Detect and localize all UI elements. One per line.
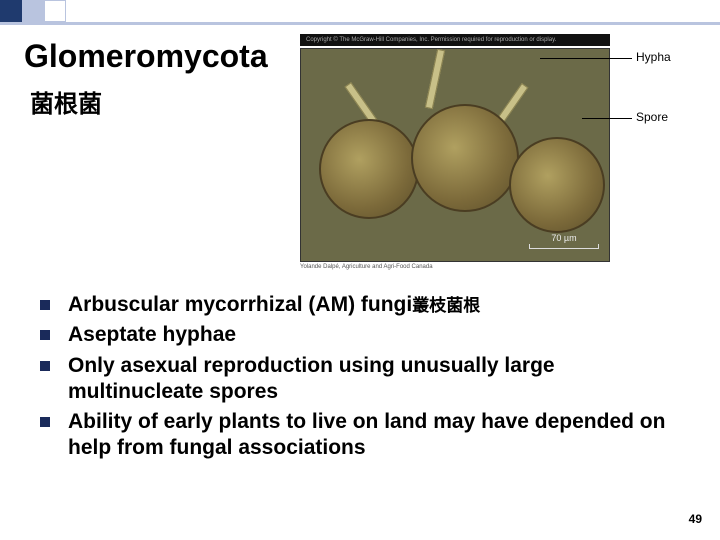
leader-hypha <box>540 58 632 59</box>
bullet-marker <box>40 300 50 310</box>
scale-line <box>529 244 599 249</box>
spore-shape <box>319 119 419 219</box>
spore-shape <box>411 104 519 212</box>
header-decor <box>0 0 66 22</box>
slide-title: Glomeromycota <box>24 38 268 75</box>
bullet-text: Aseptate hyphae <box>68 322 236 348</box>
scale-bar: 70 µm <box>529 233 599 247</box>
decor-square-3 <box>44 0 66 22</box>
figure-image: 70 µm <box>300 48 610 262</box>
bullet-item: Only asexual reproduction using unusuall… <box>40 353 680 406</box>
bullet-marker <box>40 417 50 427</box>
label-hypha: Hypha <box>636 50 671 64</box>
leader-spore <box>582 118 632 119</box>
page-number: 49 <box>689 512 702 526</box>
bullet-text: Arbuscular mycorrhizal (AM) fungi叢枝菌根 <box>68 292 480 318</box>
spore-shape <box>509 137 605 233</box>
figure: Copyright © The McGraw-Hill Companies, I… <box>300 34 640 276</box>
label-spore: Spore <box>636 110 668 124</box>
figure-copyright: Copyright © The McGraw-Hill Companies, I… <box>300 34 610 46</box>
decor-square-1 <box>0 0 22 22</box>
bullet-item: Arbuscular mycorrhizal (AM) fungi叢枝菌根 <box>40 292 680 318</box>
bullet-item: Ability of early plants to live on land … <box>40 409 680 462</box>
bullet-marker <box>40 330 50 340</box>
scale-label: 70 µm <box>551 233 576 243</box>
hypha-shape <box>425 49 445 109</box>
bullet-text: Only asexual reproduction using unusuall… <box>68 353 680 406</box>
bullet-text: Ability of early plants to live on land … <box>68 409 680 462</box>
bullet-marker <box>40 361 50 371</box>
slide-subtitle: 菌根菌 <box>30 84 102 119</box>
bullet-item: Aseptate hyphae <box>40 322 680 348</box>
header-rule <box>0 22 720 25</box>
figure-credit: Yolande Dalpé, Agriculture and Agri-Food… <box>300 264 610 270</box>
decor-square-2 <box>22 0 44 22</box>
bullet-list: Arbuscular mycorrhizal (AM) fungi叢枝菌根 Ase… <box>40 292 680 466</box>
